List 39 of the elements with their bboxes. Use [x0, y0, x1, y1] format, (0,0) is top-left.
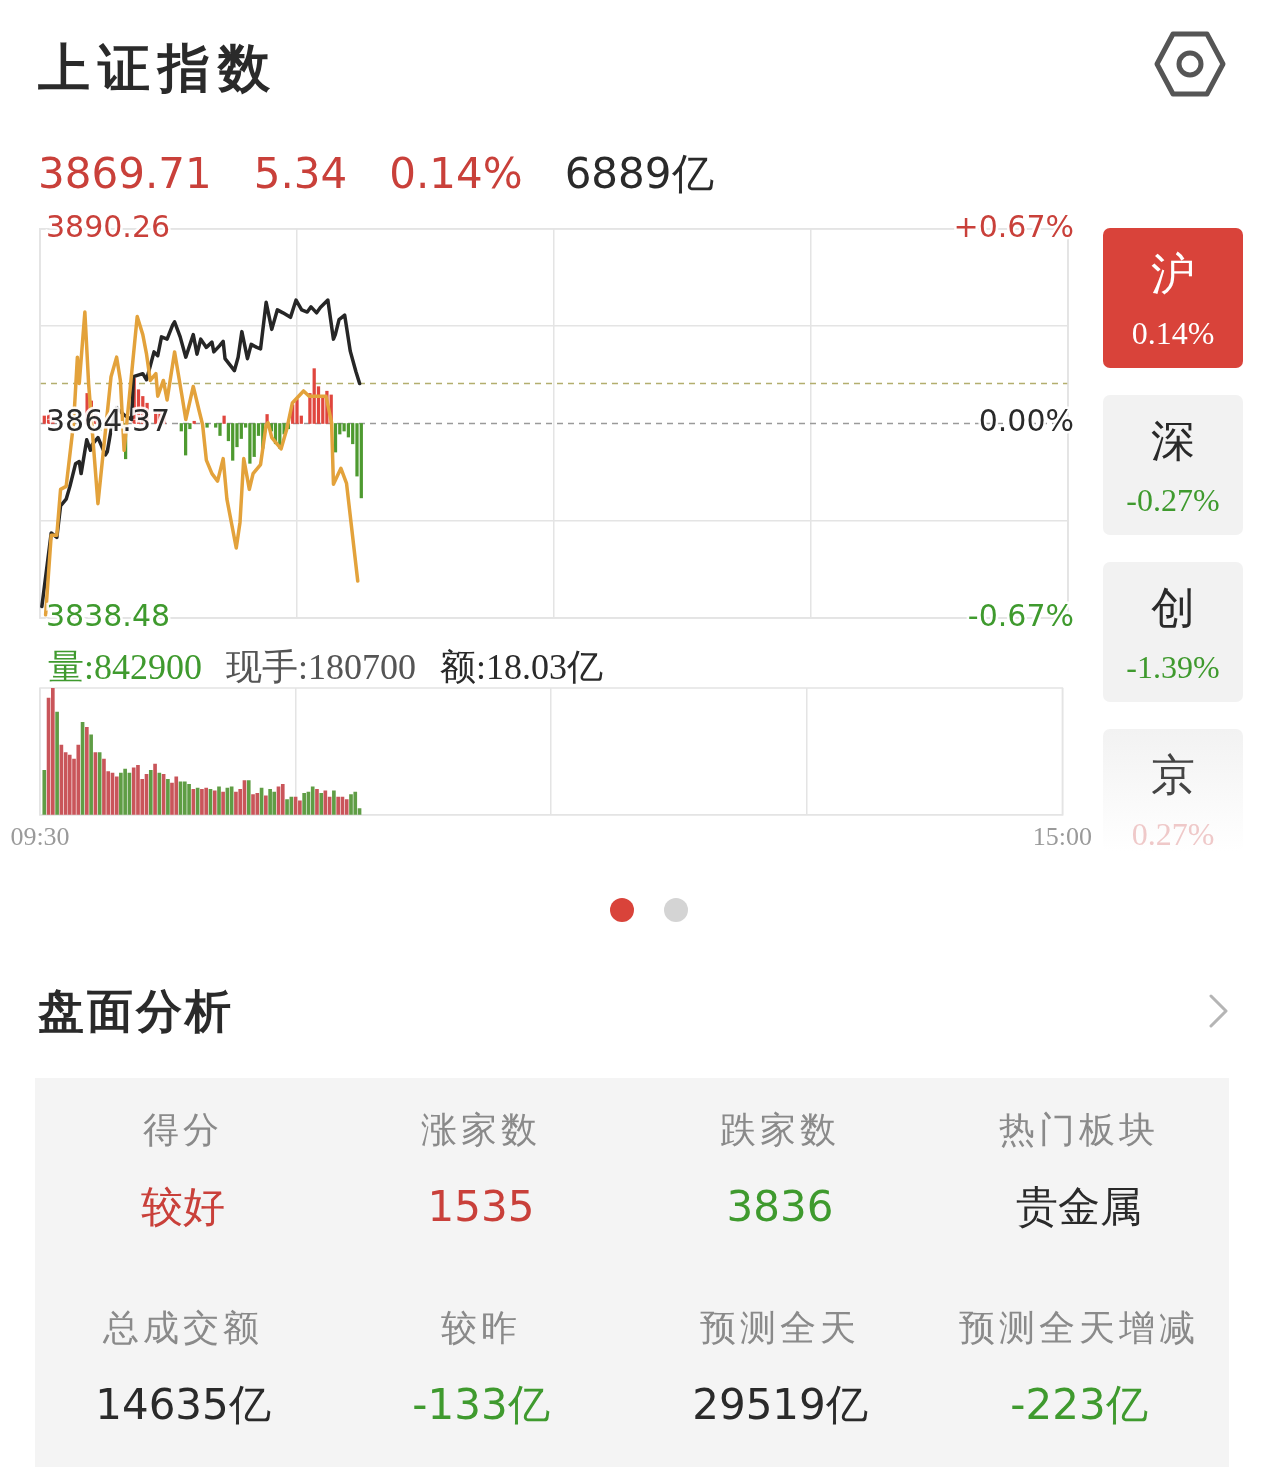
y2-tick-label: 0.00% — [978, 403, 1074, 439]
y2-tick-label: -0.67% — [967, 597, 1074, 633]
annotation: 量:842900 — [48, 646, 203, 689]
text: 6889亿 — [564, 148, 714, 200]
text: 5.34 — [253, 148, 348, 200]
text: 深 — [1150, 415, 1196, 467]
text: 贵金属 — [1015, 1181, 1143, 1233]
text: 创 — [1150, 582, 1196, 634]
text: 总成交额 — [102, 1307, 264, 1350]
text: 预测全天 — [699, 1307, 861, 1350]
text: 0.14% — [1130, 314, 1216, 353]
text: -133亿 — [411, 1379, 551, 1431]
text: 预测全天增减 — [958, 1307, 1200, 1350]
text: 较昨 — [440, 1307, 522, 1350]
y-tick-label: 3890.26 — [46, 208, 171, 244]
text: 14635亿 — [94, 1379, 272, 1431]
x-tick-label: 09:30 — [10, 822, 70, 852]
text: 较好 — [140, 1181, 226, 1233]
text: 跌家数 — [719, 1109, 841, 1152]
text: 热门板块 — [998, 1109, 1160, 1152]
text: 涨家数 — [420, 1109, 542, 1152]
text: -1.39% — [1125, 648, 1221, 687]
x-tick-label: 15:00 — [1032, 822, 1093, 852]
text: -223亿 — [1009, 1379, 1149, 1431]
text: 3869.71 — [38, 148, 212, 200]
text: 京 — [1150, 749, 1196, 801]
chart-title: 上证指数 — [38, 37, 278, 100]
text: 1535 — [426, 1181, 536, 1233]
text: 得分 — [142, 1109, 224, 1152]
y-tick-label: 3838.48 — [46, 597, 171, 633]
text: 29519亿 — [691, 1379, 869, 1431]
annotation: 现手:180700 — [226, 646, 417, 689]
text: 盘面分析 — [38, 984, 234, 1038]
text: 3836 — [725, 1181, 835, 1233]
text: 沪 — [1150, 248, 1196, 300]
annotation: 额:18.03亿 — [440, 646, 604, 689]
text: -0.27% — [1125, 481, 1221, 520]
y2-tick-label: +0.67% — [953, 208, 1074, 244]
text: 0.14% — [389, 148, 523, 200]
